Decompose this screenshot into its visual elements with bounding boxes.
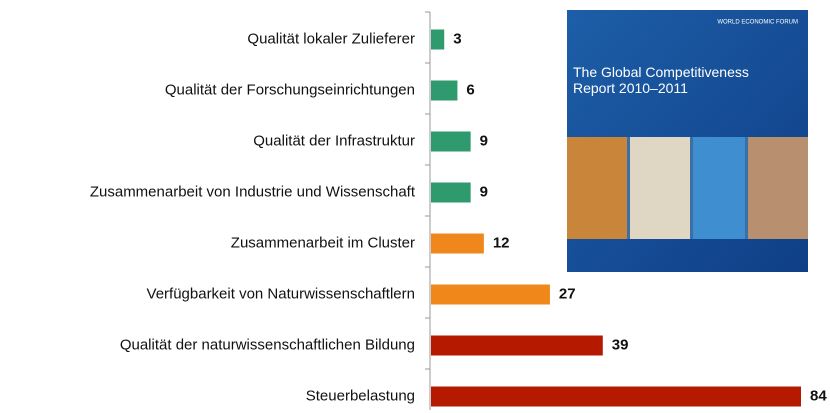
category-label: Zusammenarbeit von Industrie und Wissens… bbox=[90, 183, 416, 200]
cover-photo bbox=[567, 137, 627, 239]
value-label: 6 bbox=[466, 81, 474, 98]
value-label: 84 bbox=[810, 387, 827, 404]
value-label: 12 bbox=[493, 234, 510, 251]
value-label: 3 bbox=[453, 30, 461, 47]
bar bbox=[431, 131, 471, 152]
bar bbox=[431, 284, 550, 305]
bar bbox=[431, 335, 603, 356]
category-label: Qualität der Forschungseinrichtungen bbox=[165, 81, 415, 98]
report-cover: WORLD ECONOMIC FORUM The Global Competit… bbox=[567, 10, 808, 272]
bar bbox=[431, 80, 458, 101]
bar bbox=[431, 182, 471, 203]
cover-publisher: WORLD ECONOMIC FORUM bbox=[717, 20, 798, 26]
cover-photo bbox=[693, 137, 745, 239]
cover-title-box: The Global Competitiveness Report 2010–2… bbox=[573, 64, 749, 96]
value-label: 9 bbox=[480, 183, 488, 200]
bar bbox=[431, 233, 484, 254]
category-label: Qualität der naturwissenschaftlichen Bil… bbox=[120, 336, 415, 353]
category-label: Verfügbarkeit von Naturwissenschaftlern bbox=[147, 285, 415, 302]
bar bbox=[431, 386, 801, 407]
category-label: Zusammenarbeit im Cluster bbox=[231, 234, 415, 251]
cover-photo bbox=[630, 137, 690, 239]
category-label: Qualität lokaler Zulieferer bbox=[247, 30, 415, 47]
bar bbox=[431, 29, 445, 50]
cover-title: The Global Competitiveness Report 2010–2… bbox=[573, 64, 749, 96]
cover-photo bbox=[748, 137, 808, 239]
category-label: Qualität der Infrastruktur bbox=[253, 132, 415, 149]
value-label: 39 bbox=[612, 336, 629, 353]
value-label: 9 bbox=[480, 132, 488, 149]
value-label: 27 bbox=[559, 285, 576, 302]
category-label: Steuerbelastung bbox=[306, 387, 415, 404]
